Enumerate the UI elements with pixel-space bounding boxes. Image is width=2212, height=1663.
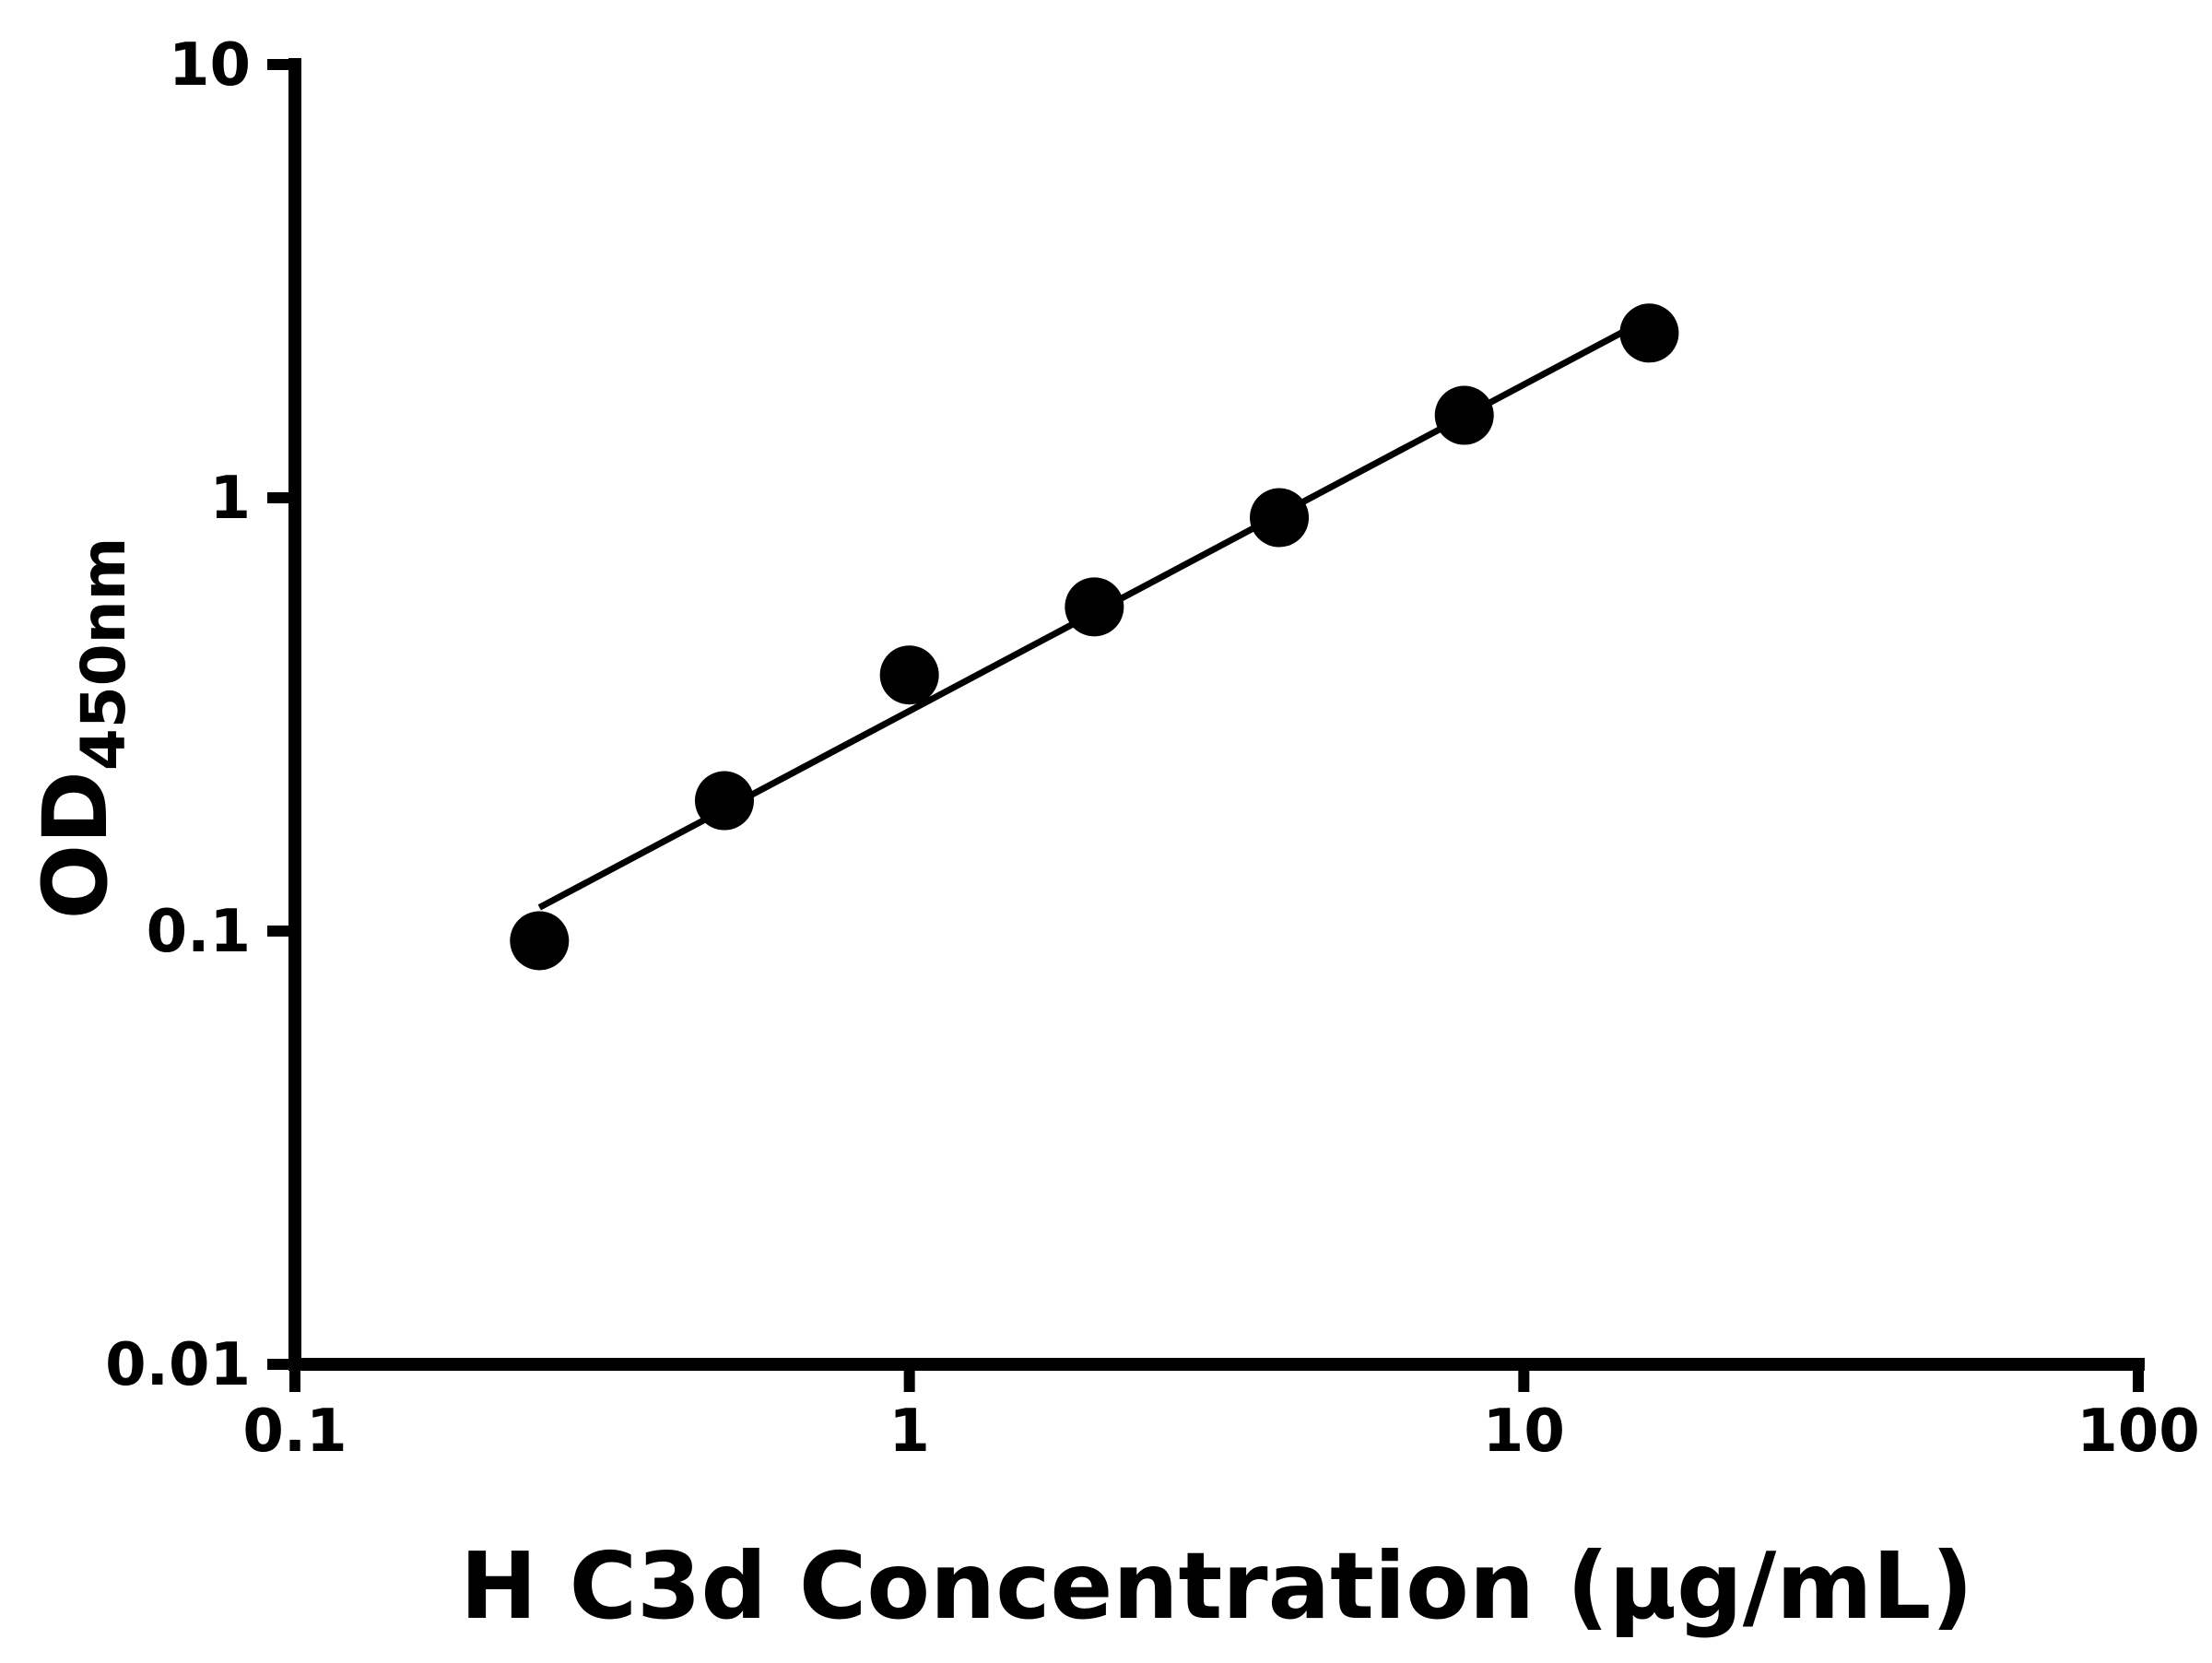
data-point [694, 771, 754, 831]
x-tick-label: 0.1 [242, 1398, 347, 1466]
y-tick-label: 10 [169, 31, 251, 100]
data-point [879, 645, 939, 705]
y-tick-label: 0.1 [147, 898, 251, 966]
x-tick-labels: 0.1 1 10 100 [242, 1398, 2199, 1466]
data-point [1619, 303, 1679, 363]
data-point [1250, 488, 1310, 548]
axis-ticks [267, 59, 2144, 1392]
data-points-group [510, 303, 1679, 971]
y-tick-label: 1 [209, 465, 251, 533]
y-axis-title-subscript: 450nm [68, 537, 139, 772]
x-tick-label: 100 [2077, 1398, 2200, 1466]
x-tick-label: 10 [1483, 1398, 1565, 1466]
data-point [1065, 577, 1124, 637]
y-axis-title: OD450nm [24, 537, 139, 920]
axes [288, 58, 2145, 1371]
y-tick-labels: 0.01 0.1 1 10 [105, 31, 251, 1399]
x-axis-title: H C3d Concentration (µg/mL) [460, 1532, 1973, 1640]
x-tick-label: 1 [888, 1398, 930, 1466]
data-point [510, 911, 570, 971]
data-point [1434, 385, 1494, 445]
y-tick-label: 0.01 [105, 1331, 251, 1399]
y-axis-title-main: OD [24, 771, 127, 919]
